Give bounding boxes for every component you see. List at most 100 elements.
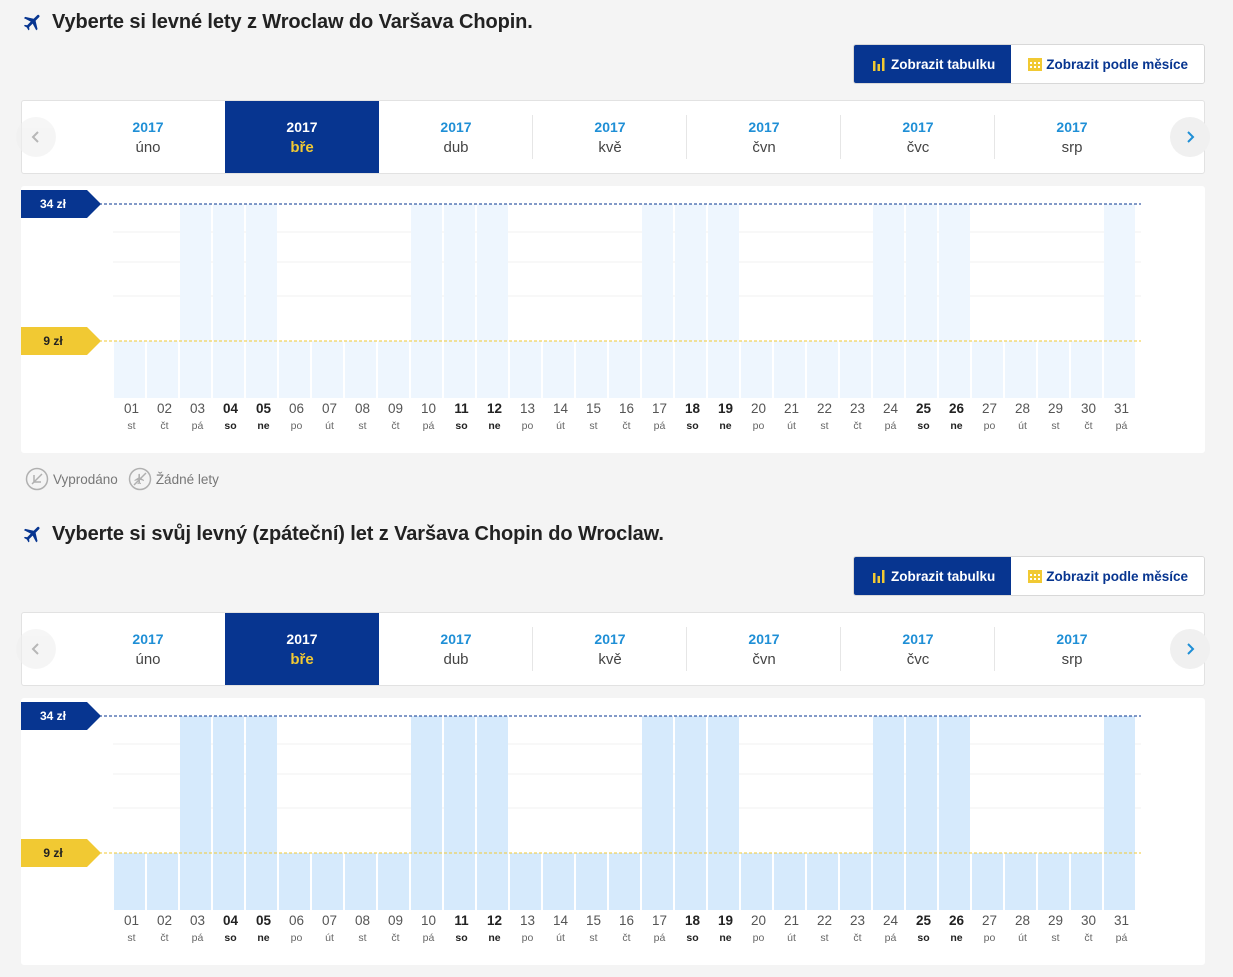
- price-bar-04[interactable]: [213, 716, 244, 910]
- price-bar-09[interactable]: [378, 853, 409, 910]
- price-bar-03[interactable]: [180, 716, 211, 910]
- day-number-31: 31: [1114, 913, 1129, 928]
- price-bar-14[interactable]: [543, 853, 574, 910]
- price-bar-27[interactable]: [972, 853, 1003, 910]
- price-bar-02[interactable]: [147, 341, 178, 398]
- weekday-label-26: ne: [950, 932, 962, 944]
- price-bar-18[interactable]: [675, 716, 706, 910]
- price-bar-06[interactable]: [279, 853, 310, 910]
- price-bar-30[interactable]: [1071, 341, 1102, 398]
- weekday-label-07: út: [325, 420, 334, 432]
- max-price-tag: [21, 190, 101, 218]
- price-bar-14[interactable]: [543, 341, 574, 398]
- min-price-label: 9 zł: [43, 334, 63, 348]
- price-bar-28[interactable]: [1005, 853, 1036, 910]
- price-bar-28[interactable]: [1005, 341, 1036, 398]
- month-tab-5[interactable]: 2017 čvc: [841, 613, 995, 685]
- price-bar-26[interactable]: [939, 716, 970, 910]
- month-tab-0[interactable]: 2017 úno: [132, 630, 164, 668]
- month-tab-4[interactable]: 2017 čvn: [687, 101, 841, 173]
- price-bar-24[interactable]: [873, 716, 904, 910]
- price-bar-06[interactable]: [279, 341, 310, 398]
- price-bar-12[interactable]: [477, 716, 508, 910]
- price-bar-22[interactable]: [807, 341, 838, 398]
- month-tab-0[interactable]: 2017 úno: [132, 118, 164, 156]
- price-bar-08[interactable]: [345, 853, 376, 910]
- price-bar-22[interactable]: [807, 853, 838, 910]
- price-bar-27[interactable]: [972, 341, 1003, 398]
- day-number-16: 16: [619, 913, 634, 928]
- price-bar-09[interactable]: [378, 341, 409, 398]
- price-bar-05[interactable]: [246, 716, 277, 910]
- price-bar-23[interactable]: [840, 853, 871, 910]
- price-bar-03[interactable]: [180, 204, 211, 398]
- legend-sold-out-label: Vyprodáno: [53, 471, 118, 487]
- view-table-button[interactable]: Zobrazit tabulku: [853, 557, 1012, 595]
- view-month-button[interactable]: Zobrazit podle měsíce: [1011, 45, 1204, 83]
- price-bar-10[interactable]: [411, 204, 442, 398]
- price-bar-21[interactable]: [774, 853, 805, 910]
- price-bar-20[interactable]: [741, 853, 772, 910]
- weekday-label-30: čt: [1084, 420, 1092, 432]
- price-bar-24[interactable]: [873, 204, 904, 398]
- price-bar-11[interactable]: [444, 716, 475, 910]
- month-tab-2[interactable]: 2017 dub: [379, 101, 533, 173]
- price-bar-02[interactable]: [147, 853, 178, 910]
- weekday-label-09: čt: [391, 420, 399, 432]
- price-bar-01[interactable]: [114, 853, 145, 910]
- day-number-04: 04: [223, 913, 239, 928]
- month-tab-3[interactable]: 2017 kvě: [533, 613, 687, 685]
- next-month-button[interactable]: [1170, 117, 1210, 157]
- price-bar-29[interactable]: [1038, 853, 1069, 910]
- month-tab-5[interactable]: 2017 čvc: [841, 101, 995, 173]
- price-bar-15[interactable]: [576, 341, 607, 398]
- price-bar-16[interactable]: [609, 341, 640, 398]
- price-bar-23[interactable]: [840, 341, 871, 398]
- price-bar-30[interactable]: [1071, 853, 1102, 910]
- month-tab-2[interactable]: 2017 dub: [379, 613, 533, 685]
- price-bar-19[interactable]: [708, 204, 739, 398]
- month-tab-1[interactable]: 2017 bře: [225, 101, 379, 173]
- price-bar-08[interactable]: [345, 341, 376, 398]
- price-bar-13[interactable]: [510, 853, 541, 910]
- no-flights-icon: [128, 467, 152, 491]
- price-bar-11[interactable]: [444, 204, 475, 398]
- day-number-21: 21: [784, 401, 799, 416]
- price-bar-01[interactable]: [114, 341, 145, 398]
- price-bar-15[interactable]: [576, 853, 607, 910]
- price-bar-13[interactable]: [510, 341, 541, 398]
- price-bar-31[interactable]: [1104, 204, 1135, 398]
- price-bar-21[interactable]: [774, 341, 805, 398]
- month-tab-6[interactable]: 2017 srp: [1056, 630, 1088, 668]
- price-bar-25[interactable]: [906, 716, 937, 910]
- view-table-button[interactable]: Zobrazit tabulku: [853, 45, 1012, 83]
- next-month-button[interactable]: [1170, 629, 1210, 669]
- view-month-button[interactable]: Zobrazit podle měsíce: [1011, 557, 1204, 595]
- price-bar-19[interactable]: [708, 716, 739, 910]
- price-bar-18[interactable]: [675, 204, 706, 398]
- price-bar-12[interactable]: [477, 204, 508, 398]
- price-bar-07[interactable]: [312, 341, 343, 398]
- price-bar-16[interactable]: [609, 853, 640, 910]
- price-bar-10[interactable]: [411, 716, 442, 910]
- chevron-right-icon: [1187, 643, 1195, 655]
- price-bar-31[interactable]: [1104, 716, 1135, 910]
- prev-month-button[interactable]: [16, 117, 56, 157]
- price-bar-07[interactable]: [312, 853, 343, 910]
- price-bar-17[interactable]: [642, 204, 673, 398]
- day-number-16: 16: [619, 401, 634, 416]
- month-tab-3[interactable]: 2017 kvě: [533, 101, 687, 173]
- prev-month-button[interactable]: [16, 629, 56, 669]
- price-bar-29[interactable]: [1038, 341, 1069, 398]
- price-bar-17[interactable]: [642, 716, 673, 910]
- price-bar-20[interactable]: [741, 341, 772, 398]
- day-number-01: 01: [124, 913, 139, 928]
- month-tab-4[interactable]: 2017 čvn: [687, 613, 841, 685]
- weekday-label-27: po: [984, 932, 996, 944]
- price-bar-05[interactable]: [246, 204, 277, 398]
- month-tab-6[interactable]: 2017 srp: [1056, 118, 1088, 156]
- price-bar-04[interactable]: [213, 204, 244, 398]
- price-bar-25[interactable]: [906, 204, 937, 398]
- month-tab-1[interactable]: 2017 bře: [225, 613, 379, 685]
- price-bar-26[interactable]: [939, 204, 970, 398]
